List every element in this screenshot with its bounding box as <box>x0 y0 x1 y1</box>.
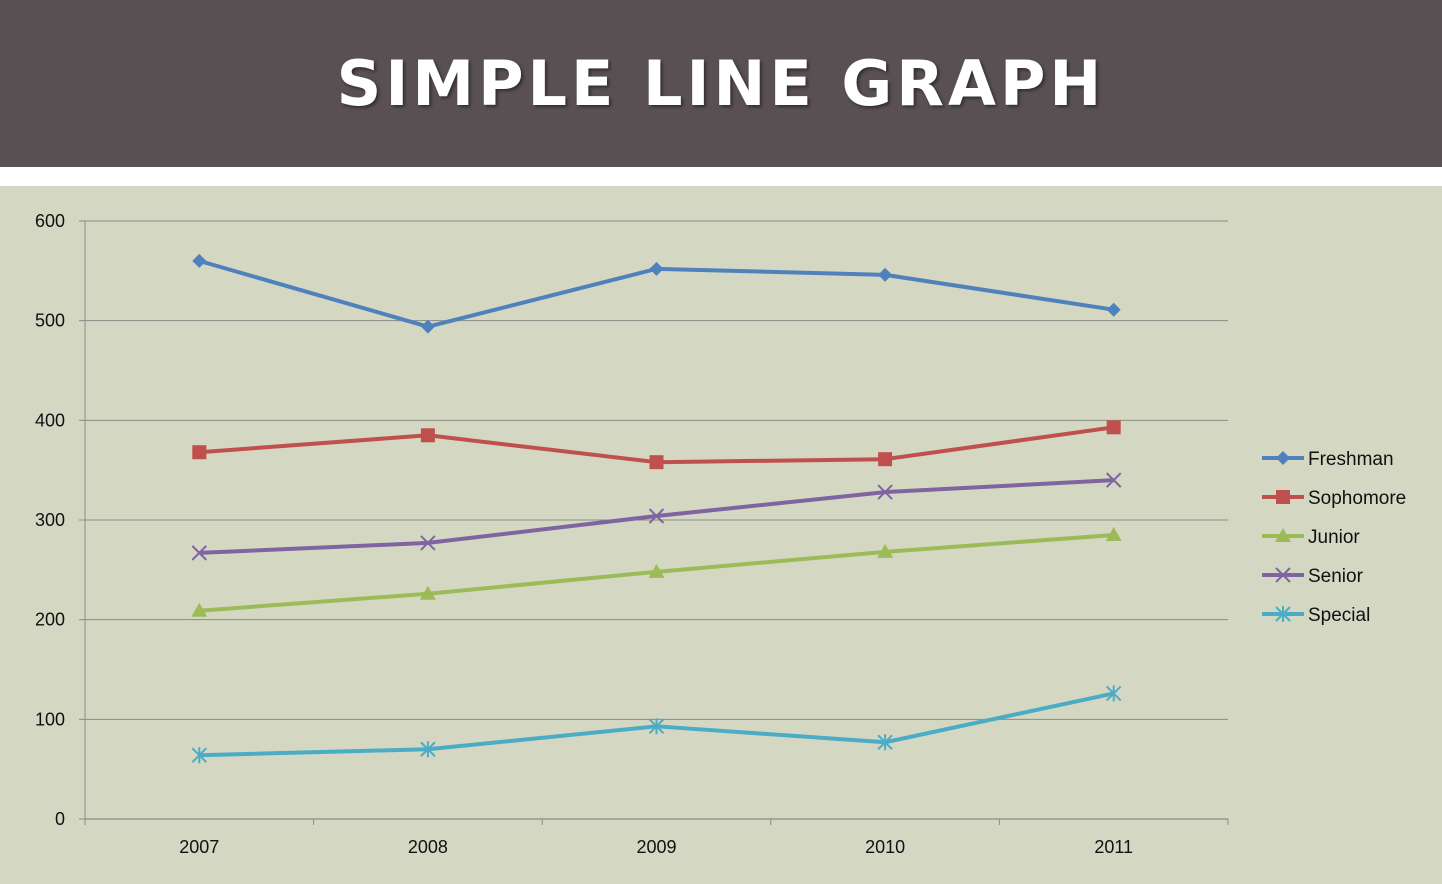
data-point-senior <box>877 484 893 500</box>
x-tick-label: 2010 <box>865 837 905 857</box>
data-point-sophomore <box>878 452 893 467</box>
data-point-sophomore <box>1106 420 1121 435</box>
legend-marker-sophomore <box>1276 490 1290 504</box>
data-point-junior <box>877 543 894 558</box>
data-point-junior <box>419 585 436 600</box>
data-point-senior <box>420 535 436 551</box>
line-chart: 0 100 200 300 400 500 600 2007 2008 2009 2010 2011 F… <box>35 211 1406 857</box>
legend-label-sophomore: Sophomore <box>1308 488 1406 509</box>
y-tick-label: 0 <box>55 809 65 829</box>
data-point-freshman <box>1106 302 1121 317</box>
x-tick-label: 2007 <box>179 837 219 857</box>
y-tick-label: 400 <box>35 410 65 430</box>
data-point-junior <box>648 563 665 578</box>
data-point-junior <box>1105 526 1122 541</box>
data-point-special <box>877 734 893 751</box>
legend-label-special: Special <box>1308 605 1370 626</box>
data-point-sophomore <box>192 445 207 460</box>
legend-marker-junior <box>1275 528 1291 542</box>
page-title: SIMPLE LINE GRAPH <box>336 47 1106 120</box>
legend-label-senior: Senior <box>1308 566 1364 587</box>
data-point-freshman <box>878 267 893 282</box>
y-tick-label: 300 <box>35 510 65 530</box>
y-tick-label: 100 <box>35 709 65 729</box>
legend-marker-senior <box>1275 567 1291 583</box>
y-tick-label: 600 <box>35 211 65 231</box>
data-point-senior <box>648 508 665 524</box>
legend-label-freshman: Freshman <box>1308 449 1394 470</box>
data-point-junior <box>191 602 208 617</box>
chart-area: 0 100 200 300 400 500 600 2007 2008 2009 2010 2011 F… <box>0 186 1442 884</box>
data-point-special <box>1105 685 1122 702</box>
data-point-special <box>648 718 665 735</box>
data-point-freshman <box>649 261 664 276</box>
title-bar: SIMPLE LINE GRAPH <box>0 0 1442 167</box>
data-point-sophomore <box>649 455 664 470</box>
data-point-senior <box>191 545 208 561</box>
data-point-special <box>191 747 208 764</box>
legend-marker-special <box>1275 606 1291 622</box>
legend-marker-freshman <box>1276 451 1290 465</box>
data-point-special <box>420 741 436 758</box>
data-point-freshman <box>192 253 207 268</box>
y-tick-label: 500 <box>35 311 65 331</box>
x-tick-label: 2009 <box>636 837 676 857</box>
x-tick-label: 2011 <box>1094 837 1133 857</box>
y-tick-label: 200 <box>35 610 65 630</box>
data-point-freshman <box>420 319 435 334</box>
legend-label-junior: Junior <box>1308 527 1360 548</box>
data-point-senior <box>1105 472 1122 488</box>
data-point-sophomore <box>420 428 435 443</box>
x-tick-label: 2008 <box>408 837 448 857</box>
